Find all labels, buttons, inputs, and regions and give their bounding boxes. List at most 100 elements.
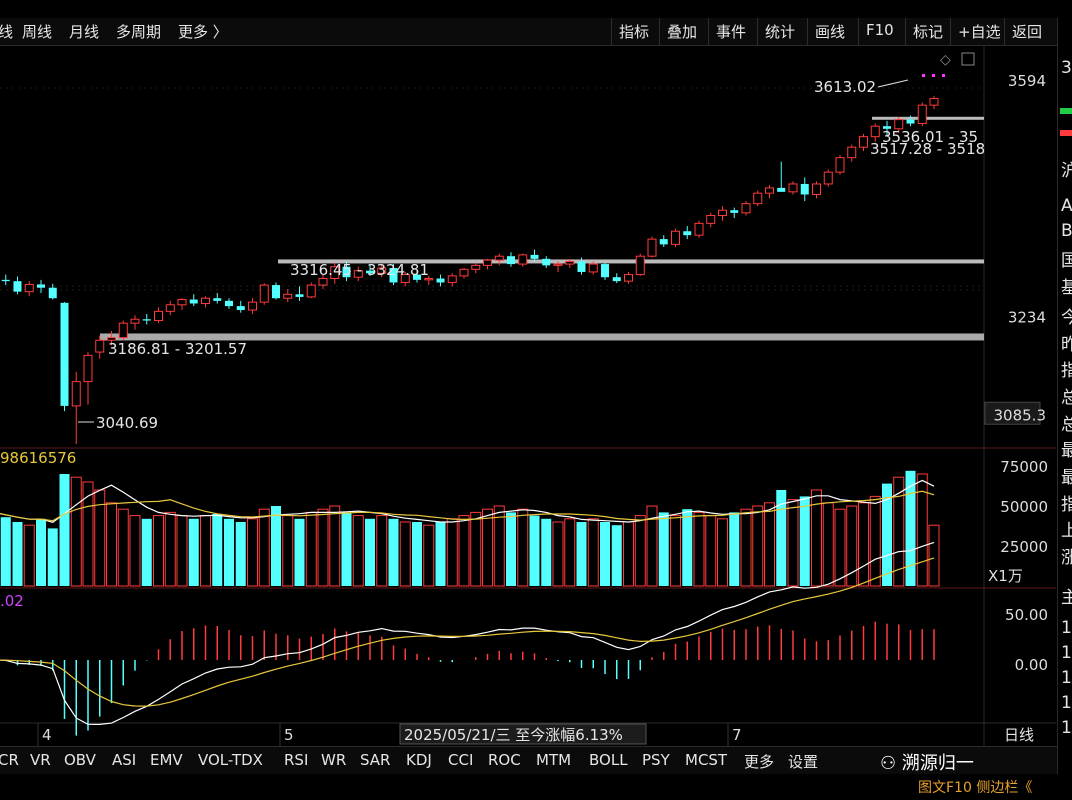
indicator-tab[interactable]: ASI xyxy=(112,751,137,769)
toolbar-item[interactable]: 标记 xyxy=(913,23,944,41)
candle-body-down xyxy=(213,298,222,301)
candle-body-up xyxy=(83,354,93,383)
tab-week[interactable]: 周线 xyxy=(22,23,53,41)
indicator-tab[interactable]: SAR xyxy=(360,751,391,769)
indicator-bar: CR VR OBV ASI EMV VOL-TDX RSI WR SAR KDJ CCI ROC MTM… xyxy=(0,746,1072,774)
toolbar-item[interactable]: +自选 xyxy=(958,23,1001,41)
candle-body-up xyxy=(788,183,798,193)
indicator-tab[interactable]: PSY xyxy=(642,751,670,769)
candle-body-up xyxy=(518,254,528,265)
tab-multi-period[interactable]: 多周期 xyxy=(116,23,162,41)
candle-body-up xyxy=(353,270,363,278)
volume-bar-up xyxy=(916,473,928,587)
volume-bar-down xyxy=(729,512,740,586)
indicator-tab[interactable]: MTM xyxy=(536,751,572,769)
indicator-tab[interactable]: CCI xyxy=(448,751,474,769)
diamond-icon[interactable]: ◇ xyxy=(940,52,951,68)
toolbar-item[interactable]: 统计 xyxy=(765,23,796,41)
candle-body-up xyxy=(741,203,751,214)
volume-bar-down xyxy=(47,528,58,586)
volume-bar-down xyxy=(658,512,669,586)
support-zone-line xyxy=(872,116,984,120)
marker-dot xyxy=(932,74,935,77)
volume-axis-label: 75000 xyxy=(1000,458,1048,476)
indicator-tab[interactable]: KDJ xyxy=(406,751,432,769)
macd-dea-line xyxy=(0,557,935,707)
candle-body-up xyxy=(447,275,457,283)
candle-body-down xyxy=(225,300,233,307)
candle-body-up xyxy=(694,222,704,236)
toolbar-item[interactable]: 返回 xyxy=(1012,23,1043,41)
volume-bar-down xyxy=(271,506,281,586)
volume-axis-label: 50000 xyxy=(1000,498,1048,516)
kline-chart[interactable]: 3594 3234 3085.3 ◇ 3613.02 3040.69 3186.81 - 3… xyxy=(0,46,1072,746)
toolbar-item[interactable]: 指标 xyxy=(619,23,650,41)
volume-bar-down xyxy=(36,518,46,586)
side-panel-label: 1 xyxy=(1061,668,1072,688)
volume-bar-up xyxy=(247,518,258,587)
volume-bar-up xyxy=(305,511,317,587)
volume-bar-up xyxy=(693,511,705,587)
candle-body-down xyxy=(601,264,609,278)
candle-body-down xyxy=(507,256,515,265)
side-panel-label: 1 xyxy=(1061,693,1072,713)
candle-body-down xyxy=(342,266,351,278)
indicator-tab[interactable]: CR xyxy=(0,751,19,769)
candle-body-up xyxy=(835,157,845,173)
side-panel-label: 国 xyxy=(1061,246,1072,271)
toolbar-separator xyxy=(708,18,709,46)
price-axis-label: 3085.3 xyxy=(994,406,1047,424)
indicator-tab[interactable]: OBV xyxy=(64,751,96,769)
indicator-tab[interactable]: BOLL xyxy=(589,751,628,769)
price-axis-label: 3234 xyxy=(1008,309,1046,327)
candle-body-up xyxy=(377,267,387,274)
side-panel-label: 最 xyxy=(1061,436,1072,461)
marker-dot xyxy=(942,74,945,77)
indicator-tab[interactable]: WR xyxy=(321,751,347,769)
volume-bar-down xyxy=(529,515,540,586)
cursor-info-box xyxy=(399,723,647,745)
candle-body-up xyxy=(647,238,657,257)
side-panel: 3沪AB国基今昨指总总最最指上涨主11111 xyxy=(1057,18,1072,774)
side-panel-label: 总 xyxy=(1061,410,1072,435)
tab-month[interactable]: 月线 xyxy=(69,23,100,41)
tab-day-partial[interactable]: 线 xyxy=(0,23,14,41)
candle-body-down xyxy=(730,210,739,213)
toolbar-item[interactable]: F10 xyxy=(866,21,894,39)
side-panel-label: 1 xyxy=(1061,618,1072,638)
current-price-box xyxy=(984,401,1041,425)
toolbar-separator xyxy=(659,18,660,46)
candle-body-up xyxy=(201,297,210,304)
window-icon[interactable] xyxy=(961,52,975,66)
indicator-tab[interactable]: RSI xyxy=(284,751,309,769)
toolbar-separator xyxy=(611,18,612,46)
volume-bar-up xyxy=(752,505,764,587)
volume-bar-down xyxy=(365,518,375,586)
candle-body-up xyxy=(929,98,939,106)
indicator-tab[interactable]: ROC xyxy=(488,751,521,769)
volume-bar-up xyxy=(705,515,717,587)
volume-bar-up xyxy=(399,521,411,587)
volume-axis-label: 25000 xyxy=(1000,538,1048,556)
candle-body-down xyxy=(48,287,57,299)
toolbar-item[interactable]: 画线 xyxy=(815,23,846,41)
candle-body-up xyxy=(894,119,904,130)
indicator-tab[interactable]: VOL-TDX xyxy=(198,751,263,769)
volume-bar-up xyxy=(329,505,341,587)
candle-body-up xyxy=(635,255,645,276)
footer-text[interactable]: 图文F10 侧边栏《 xyxy=(918,780,1033,796)
volume-bar-up xyxy=(106,502,117,587)
toolbar-item[interactable]: 事件 xyxy=(716,23,747,41)
more-menu[interactable]: 更多 〉 xyxy=(178,23,228,41)
candle-body-up xyxy=(471,264,481,270)
indicator-tab[interactable]: VR xyxy=(30,751,51,769)
candle-body-down xyxy=(413,274,421,280)
indicator-tab[interactable]: MCST xyxy=(685,751,728,769)
indicator-tab[interactable]: 更多 xyxy=(744,753,775,771)
chart-background xyxy=(0,46,1056,746)
candle-body-up xyxy=(118,322,128,339)
toolbar-item[interactable]: 叠加 xyxy=(667,23,698,41)
indicator-tab[interactable]: EMV xyxy=(150,751,183,769)
volume-bar-up xyxy=(787,499,799,587)
indicator-tab[interactable]: 设置 xyxy=(788,753,819,771)
